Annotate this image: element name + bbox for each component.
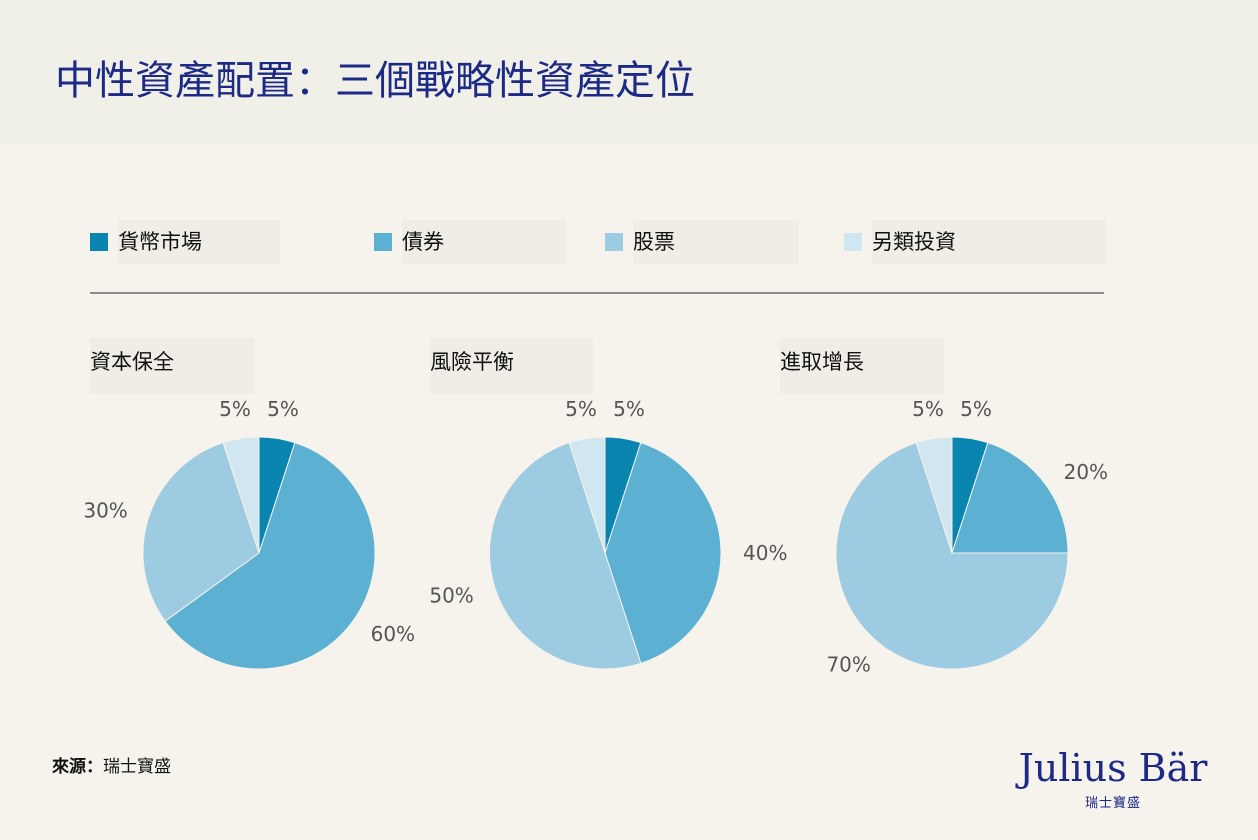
pie-label-risk-balance-money-market: 5% bbox=[613, 397, 645, 421]
pie-slice-risk-balance-bonds bbox=[604, 442, 722, 664]
pie-slice-risk-balance-alternatives bbox=[568, 436, 606, 554]
pie-label-aggressive-growth-equities: 70% bbox=[826, 653, 870, 677]
pie-slice-aggressive-growth-equities bbox=[835, 442, 1069, 670]
pie-slice-capital-preservation-alternatives bbox=[222, 436, 260, 554]
pie-label-risk-balance-alternatives: 5% bbox=[565, 397, 597, 421]
chart-title-capital-preservation: 資本保全 bbox=[90, 338, 254, 394]
pie-label-capital-preservation-equities: 30% bbox=[83, 498, 127, 522]
pie-label-aggressive-growth-alternatives: 5% bbox=[912, 397, 944, 421]
pie-label-aggressive-growth-money-market: 5% bbox=[960, 397, 992, 421]
pie-slice-risk-balance-equities bbox=[489, 442, 642, 670]
legend-label-alternatives: 另類投資 bbox=[872, 220, 1106, 264]
page-title: 中性資產配置：三個戰略性資產定位 bbox=[55, 58, 695, 104]
pie-slice-capital-preservation-equities bbox=[142, 442, 260, 622]
chart-title-aggressive-growth: 進取增長 bbox=[780, 338, 944, 394]
pie-label-risk-balance-bonds: 40% bbox=[743, 541, 787, 565]
julius-baer-logo: Julius Bär 瑞士寶盛 bbox=[1018, 744, 1208, 811]
chart-title-risk-balance: 風險平衡 bbox=[430, 338, 593, 394]
legend-swatch-alternatives bbox=[844, 233, 862, 251]
pie-label-capital-preservation-bonds: 60% bbox=[371, 622, 415, 646]
legend-label-money-market: 貨幣市場 bbox=[118, 220, 280, 264]
logo-subtitle: 瑞士寶盛 bbox=[1084, 796, 1141, 811]
legend-swatch-money-market bbox=[90, 233, 108, 251]
logo-name: Julius Bär bbox=[1018, 746, 1208, 790]
legend-divider bbox=[90, 292, 1104, 294]
pie-slice-aggressive-growth-bonds bbox=[951, 442, 1069, 554]
legend-label-equities: 股票 bbox=[633, 220, 799, 264]
source-note: 來源：瑞士寶盛 bbox=[52, 752, 171, 777]
legend-swatch-bonds bbox=[374, 233, 392, 251]
pie-label-risk-balance-equities: 50% bbox=[429, 584, 473, 608]
source-value: 瑞士寶盛 bbox=[103, 757, 171, 777]
legend-swatch-equities bbox=[605, 233, 623, 251]
header-band: 中性資產配置：三個戰略性資產定位 bbox=[0, 0, 1258, 145]
pie-label-capital-preservation-alternatives: 5% bbox=[219, 397, 251, 421]
source-label: 來源： bbox=[52, 757, 103, 777]
pie-slice-aggressive-growth-alternatives bbox=[915, 436, 953, 554]
legend-label-bonds: 債券 bbox=[402, 220, 566, 264]
pie-label-capital-preservation-money-market: 5% bbox=[267, 397, 299, 421]
pie-slice-capital-preservation-bonds bbox=[164, 442, 376, 670]
pie-label-aggressive-growth-bonds: 20% bbox=[1064, 460, 1108, 484]
